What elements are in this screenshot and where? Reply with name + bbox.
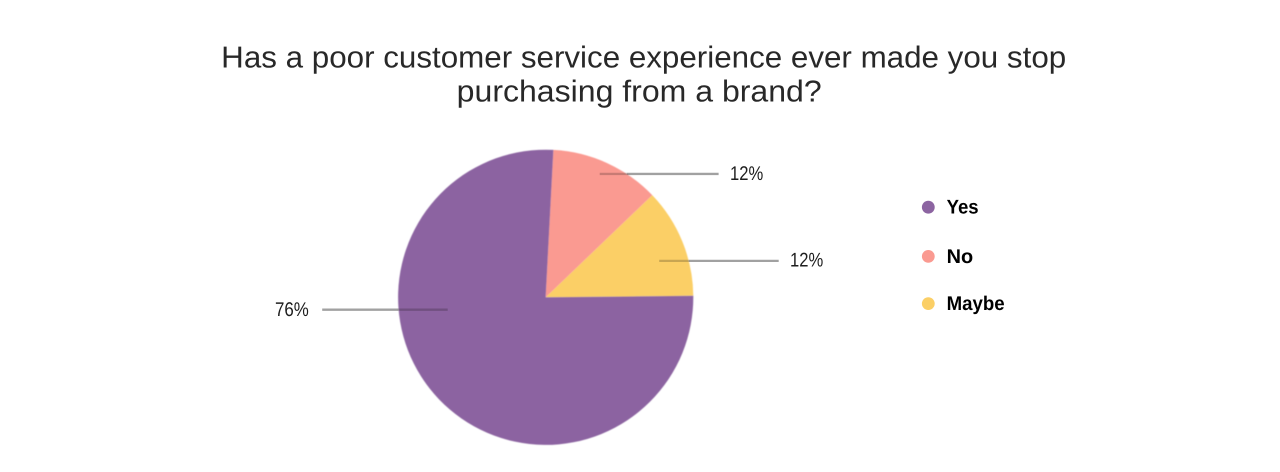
- svg-text:Has a poor customer service ex: Has a poor customer service experience e…: [221, 42, 1066, 75]
- svg-text:No: No: [947, 246, 974, 268]
- svg-text:12%: 12%: [790, 250, 823, 272]
- svg-text:Yes: Yes: [947, 197, 979, 219]
- svg-text:76%: 76%: [275, 299, 309, 321]
- svg-text:purchasing from a brand?: purchasing from a brand?: [457, 75, 822, 108]
- svg-text:Maybe: Maybe: [947, 293, 1005, 315]
- svg-text:12%: 12%: [730, 163, 763, 185]
